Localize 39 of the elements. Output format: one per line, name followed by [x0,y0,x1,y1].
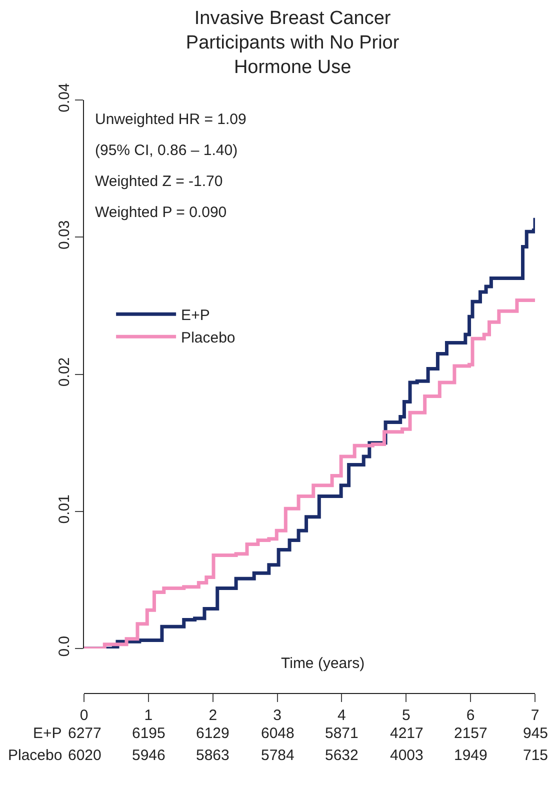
text: 5946 [132,747,166,764]
text: 6129 [196,725,230,742]
text: 5632 [325,747,358,764]
x-tick-label: 0 [80,707,88,724]
y-tick-label: 0.03 [56,220,73,250]
legend-label: Placebo [181,329,236,346]
legend-label: E+P [181,306,210,324]
y-tick-label: 0.02 [56,357,73,387]
y-tick-label: 0.04 [56,83,73,112]
annotation: Unweighted HR = 1.09 [95,111,246,128]
text: 6195 [132,725,166,742]
text: Placebo [8,747,62,764]
x-tick-label: 3 [273,707,282,724]
text: 6048 [261,725,294,742]
text: 4217 [390,725,424,742]
text: 6020 [68,747,102,764]
text: 2157 [454,725,488,742]
text: 1949 [454,747,488,764]
x-tick-label: 4 [338,707,346,724]
text: E+P [33,725,62,742]
text: 6277 [68,725,102,742]
annotation: Weighted P = 0.090 [95,204,227,221]
x-axis-title: Time (years) [281,655,365,672]
text: 5871 [325,725,358,742]
text: 5784 [261,747,294,764]
x-tick-label: 5 [402,707,410,724]
text: 715 [523,747,548,764]
x-tick-label: 7 [530,707,540,724]
x-tick-label: 2 [208,707,218,724]
text: 4003 [390,747,424,764]
text: 945 [523,725,548,742]
annotation: (95% CI, 0.86 – 1.40) [95,142,238,159]
y-tick-label: 0.0 [56,636,73,657]
annotation: Weighted Z = -1.70 [95,173,223,190]
text: 5863 [196,747,230,764]
chart-title: Invasive Breast Cancer Participants with No Prior Hormone Use [186,8,400,78]
x-tick-label: 6 [466,707,475,724]
y-tick-label: 0.01 [56,494,73,524]
x-tick-label: 1 [144,707,153,724]
